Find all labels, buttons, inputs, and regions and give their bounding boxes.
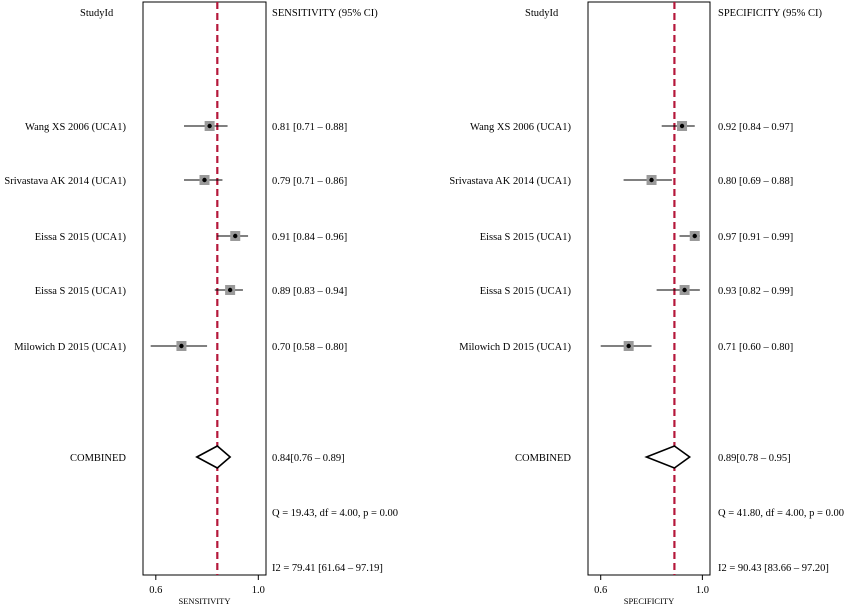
study-estimate-text: 0.70 [0.58 – 0.80] bbox=[272, 342, 347, 353]
x-axis-tick-label: 0.6 bbox=[149, 585, 162, 596]
plot-frame bbox=[142, 1, 267, 576]
study-label: Srivastava AK 2014 (UCA1) bbox=[449, 176, 571, 187]
heterogeneity-q-text: Q = 19.43, df = 4.00, p = 0.00 bbox=[272, 508, 398, 519]
forest-panel-sensitivity: StudyId SENSITIVITY (95% CI) Wang XS 2006 … bbox=[4, 1, 398, 606]
study-label: Milowich D 2015 (UCA1) bbox=[14, 342, 126, 353]
x-axis-tick-label: 1.0 bbox=[696, 585, 709, 596]
point-estimate-marker bbox=[692, 233, 697, 239]
study-label: Milowich D 2015 (UCA1) bbox=[459, 342, 571, 353]
study-label: Eissa S 2015 (UCA1) bbox=[35, 286, 127, 297]
study-estimate-text: 0.80 [0.69 – 0.88] bbox=[718, 176, 793, 187]
estimate-column-header: SENSITIVITY (95% CI) bbox=[272, 8, 378, 19]
combined-estimate-diamond bbox=[644, 445, 692, 469]
x-axis-label: SENSITIVITY bbox=[179, 596, 231, 606]
point-estimate-marker bbox=[233, 233, 238, 239]
point-estimate-marker bbox=[679, 123, 685, 129]
combined-label: COMBINED bbox=[515, 453, 571, 464]
study-estimate-text: 0.91 [0.84 – 0.96] bbox=[272, 232, 347, 243]
study-column-header: StudyId bbox=[525, 8, 559, 19]
study-estimate-text: 0.79 [0.71 – 0.86] bbox=[272, 176, 347, 187]
point-estimate-marker bbox=[227, 287, 233, 293]
study-estimate-text: 0.89 [0.83 – 0.94] bbox=[272, 286, 347, 297]
study-label: Srivastava AK 2014 (UCA1) bbox=[4, 176, 126, 187]
point-estimate-marker bbox=[179, 343, 184, 349]
study-label: Eissa S 2015 (UCA1) bbox=[480, 232, 572, 243]
study-estimate-text: 0.93 [0.82 – 0.99] bbox=[718, 286, 793, 297]
study-label: Wang XS 2006 (UCA1) bbox=[25, 122, 126, 133]
study-estimate-text: 0.71 [0.60 – 0.80] bbox=[718, 342, 793, 353]
combined-estimate-diamond bbox=[195, 445, 232, 469]
study-label: Eissa S 2015 (UCA1) bbox=[35, 232, 127, 243]
point-estimate-marker bbox=[649, 177, 654, 183]
heterogeneity-i2-text: I2 = 90.43 [83.66 – 97.20] bbox=[718, 563, 829, 574]
study-estimate-text: 0.97 [0.91 – 0.99] bbox=[718, 232, 793, 243]
combined-estimate-text: 0.84[0.76 – 0.89] bbox=[272, 453, 345, 464]
x-axis-tick-label: 1.0 bbox=[252, 585, 265, 596]
point-estimate-marker bbox=[626, 343, 631, 349]
combined-label: COMBINED bbox=[70, 453, 126, 464]
combined-estimate-text: 0.89[0.78 – 0.95] bbox=[718, 453, 791, 464]
x-axis-label: SPECIFICITY bbox=[624, 596, 675, 606]
estimate-column-header: SPECIFICITY (95% CI) bbox=[718, 8, 823, 19]
study-label: Wang XS 2006 (UCA1) bbox=[470, 122, 571, 133]
study-column-header: StudyId bbox=[80, 8, 114, 19]
study-estimate-text: 0.92 [0.84 – 0.97] bbox=[718, 122, 793, 133]
heterogeneity-i2-text: I2 = 79.41 [61.64 – 97.19] bbox=[272, 563, 383, 574]
plot-frame bbox=[587, 1, 711, 576]
x-axis-tick-label: 0.6 bbox=[594, 585, 607, 596]
point-estimate-marker bbox=[207, 123, 212, 129]
point-estimate-marker bbox=[202, 177, 207, 183]
study-estimate-text: 0.81 [0.71 – 0.88] bbox=[272, 122, 347, 133]
forest-panel-specificity: StudyId SPECIFICITY (95% CI) Wang XS 2006 … bbox=[449, 1, 844, 606]
point-estimate-marker bbox=[682, 287, 687, 293]
study-label: Eissa S 2015 (UCA1) bbox=[480, 286, 572, 297]
heterogeneity-q-text: Q = 41.80, df = 4.00, p = 0.00 bbox=[718, 508, 844, 519]
